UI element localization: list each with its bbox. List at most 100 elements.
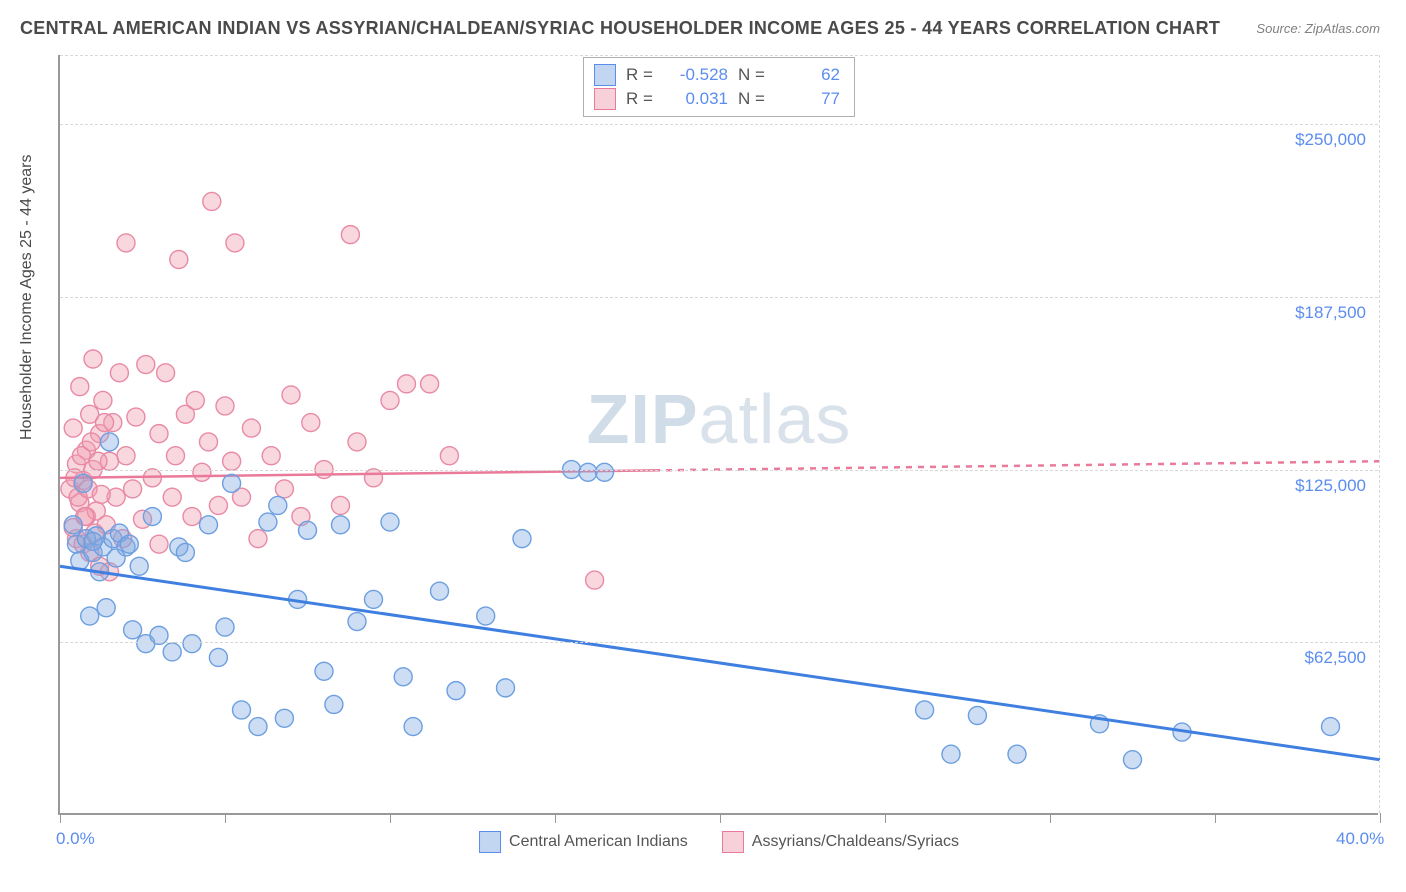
legend-item-blue: Central American Indians bbox=[479, 831, 688, 853]
scatter-point-pink bbox=[193, 463, 211, 481]
scatter-point-pink bbox=[223, 452, 241, 470]
scatter-point-blue bbox=[365, 590, 383, 608]
scatter-point-blue bbox=[394, 668, 412, 686]
scatter-point-blue bbox=[81, 607, 99, 625]
scatter-point-pink bbox=[365, 469, 383, 487]
scatter-point-pink bbox=[440, 447, 458, 465]
chart-plot-area: ZIPatlas R = -0.528 N = 62 R = 0.031 N =… bbox=[58, 55, 1378, 815]
scatter-point-blue bbox=[84, 532, 102, 550]
scatter-point-pink bbox=[137, 356, 155, 374]
scatter-point-pink bbox=[163, 488, 181, 506]
scatter-point-blue bbox=[275, 709, 293, 727]
scatter-point-blue bbox=[107, 549, 125, 567]
scatter-point-pink bbox=[332, 496, 350, 514]
legend-label-blue: Central American Indians bbox=[509, 833, 688, 851]
scatter-point-pink bbox=[117, 234, 135, 252]
scatter-point-blue bbox=[332, 516, 350, 534]
scatter-point-pink bbox=[150, 425, 168, 443]
scatter-point-blue bbox=[74, 474, 92, 492]
scatter-point-blue bbox=[1008, 745, 1026, 763]
scatter-point-blue bbox=[579, 463, 597, 481]
scatter-point-pink bbox=[183, 508, 201, 526]
scatter-point-pink bbox=[421, 375, 439, 393]
x-tick bbox=[720, 813, 721, 823]
scatter-point-blue bbox=[497, 679, 515, 697]
scatter-point-blue bbox=[404, 718, 422, 736]
scatter-point-blue bbox=[101, 433, 119, 451]
grid-line-horizontal bbox=[60, 124, 1378, 125]
swatch-pink-icon bbox=[722, 831, 744, 853]
scatter-point-pink bbox=[84, 350, 102, 368]
scatter-point-blue bbox=[223, 474, 241, 492]
x-tick bbox=[885, 813, 886, 823]
x-tick bbox=[225, 813, 226, 823]
scatter-point-blue bbox=[325, 695, 343, 713]
source-label: Source: bbox=[1256, 21, 1301, 36]
scatter-point-blue bbox=[249, 718, 267, 736]
scatter-point-pink bbox=[92, 485, 110, 503]
scatter-point-pink bbox=[203, 192, 221, 210]
x-tick-label: 0.0% bbox=[56, 829, 95, 849]
chart-title: CENTRAL AMERICAN INDIAN VS ASSYRIAN/CHAL… bbox=[20, 18, 1220, 39]
scatter-point-blue bbox=[431, 582, 449, 600]
scatter-point-pink bbox=[71, 378, 89, 396]
scatter-point-blue bbox=[968, 707, 986, 725]
x-tick bbox=[1215, 813, 1216, 823]
scatter-point-blue bbox=[183, 635, 201, 653]
scatter-point-pink bbox=[200, 433, 218, 451]
scatter-point-pink bbox=[242, 419, 260, 437]
scatter-point-blue bbox=[315, 662, 333, 680]
scatter-point-pink bbox=[216, 397, 234, 415]
scatter-point-pink bbox=[398, 375, 416, 393]
scatter-point-pink bbox=[157, 364, 175, 382]
scatter-point-pink bbox=[167, 447, 185, 465]
scatter-point-pink bbox=[89, 452, 107, 470]
scatter-point-blue bbox=[130, 557, 148, 575]
scatter-point-pink bbox=[124, 480, 142, 498]
scatter-point-pink bbox=[110, 364, 128, 382]
scatter-point-blue bbox=[163, 643, 181, 661]
scatter-point-blue bbox=[209, 648, 227, 666]
grid-line-vertical bbox=[1379, 55, 1380, 813]
scatter-point-blue bbox=[447, 682, 465, 700]
scatter-point-pink bbox=[117, 447, 135, 465]
scatter-point-blue bbox=[64, 516, 82, 534]
scatter-point-blue bbox=[143, 508, 161, 526]
scatter-point-blue bbox=[97, 599, 115, 617]
x-tick bbox=[1050, 813, 1051, 823]
scatter-point-pink bbox=[94, 391, 112, 409]
chart-header: CENTRAL AMERICAN INDIAN VS ASSYRIAN/CHAL… bbox=[0, 0, 1406, 39]
scatter-point-pink bbox=[381, 391, 399, 409]
y-axis-label: Householder Income Ages 25 - 44 years bbox=[18, 155, 36, 441]
scatter-point-blue bbox=[216, 618, 234, 636]
scatter-point-pink bbox=[282, 386, 300, 404]
swatch-blue-icon bbox=[479, 831, 501, 853]
scatter-point-pink bbox=[127, 408, 145, 426]
legend-label-pink: Assyrians/Chaldeans/Syriacs bbox=[752, 833, 959, 851]
scatter-svg bbox=[60, 55, 1378, 813]
scatter-point-pink bbox=[96, 414, 114, 432]
y-tick-label: $250,000 bbox=[1295, 130, 1366, 150]
scatter-point-blue bbox=[259, 513, 277, 531]
scatter-point-blue bbox=[916, 701, 934, 719]
source-value: ZipAtlas.com bbox=[1305, 21, 1380, 36]
series-legend: Central American Indians Assyrians/Chald… bbox=[479, 831, 959, 853]
source-credit: Source: ZipAtlas.com bbox=[1256, 21, 1380, 36]
scatter-point-blue bbox=[477, 607, 495, 625]
scatter-point-pink bbox=[249, 530, 267, 548]
y-tick-label: $62,500 bbox=[1305, 648, 1366, 668]
x-tick bbox=[555, 813, 556, 823]
grid-line-top bbox=[60, 55, 1378, 56]
scatter-point-pink bbox=[348, 433, 366, 451]
scatter-point-blue bbox=[348, 613, 366, 631]
scatter-point-blue bbox=[299, 521, 317, 539]
scatter-point-pink bbox=[150, 535, 168, 553]
scatter-point-pink bbox=[275, 480, 293, 498]
x-tick bbox=[1380, 813, 1381, 823]
scatter-point-blue bbox=[269, 496, 287, 514]
scatter-point-pink bbox=[586, 571, 604, 589]
scatter-point-pink bbox=[302, 414, 320, 432]
scatter-point-blue bbox=[200, 516, 218, 534]
scatter-point-blue bbox=[942, 745, 960, 763]
legend-item-pink: Assyrians/Chaldeans/Syriacs bbox=[722, 831, 959, 853]
